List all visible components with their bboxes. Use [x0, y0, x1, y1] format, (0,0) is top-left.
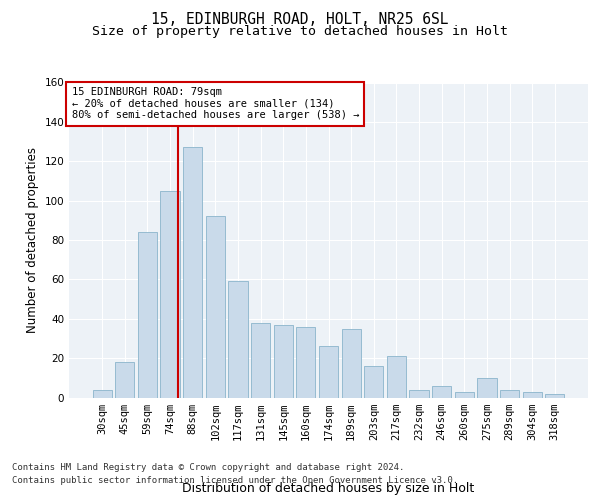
Bar — [455, 392, 474, 398]
Bar — [319, 346, 338, 398]
Bar — [115, 362, 134, 398]
Text: Size of property relative to detached houses in Holt: Size of property relative to detached ho… — [92, 25, 508, 38]
Bar — [523, 392, 542, 398]
Text: Contains public sector information licensed under the Open Government Licence v3: Contains public sector information licen… — [12, 476, 458, 485]
Bar — [229, 282, 248, 398]
X-axis label: Distribution of detached houses by size in Holt: Distribution of detached houses by size … — [182, 482, 475, 494]
Bar — [274, 324, 293, 398]
Text: Contains HM Land Registry data © Crown copyright and database right 2024.: Contains HM Land Registry data © Crown c… — [12, 462, 404, 471]
Bar — [296, 326, 316, 398]
Bar — [387, 356, 406, 398]
Text: 15 EDINBURGH ROAD: 79sqm
← 20% of detached houses are smaller (134)
80% of semi-: 15 EDINBURGH ROAD: 79sqm ← 20% of detach… — [71, 87, 359, 120]
Bar — [477, 378, 497, 398]
Bar — [183, 148, 202, 398]
Bar — [500, 390, 519, 398]
Bar — [92, 390, 112, 398]
Bar — [364, 366, 383, 398]
Bar — [409, 390, 428, 398]
Bar — [206, 216, 225, 398]
Bar — [160, 191, 180, 398]
Bar — [138, 232, 157, 398]
Y-axis label: Number of detached properties: Number of detached properties — [26, 147, 39, 333]
Bar — [545, 394, 565, 398]
Bar — [432, 386, 451, 398]
Bar — [251, 322, 270, 398]
Text: 15, EDINBURGH ROAD, HOLT, NR25 6SL: 15, EDINBURGH ROAD, HOLT, NR25 6SL — [151, 12, 449, 28]
Bar — [341, 328, 361, 398]
